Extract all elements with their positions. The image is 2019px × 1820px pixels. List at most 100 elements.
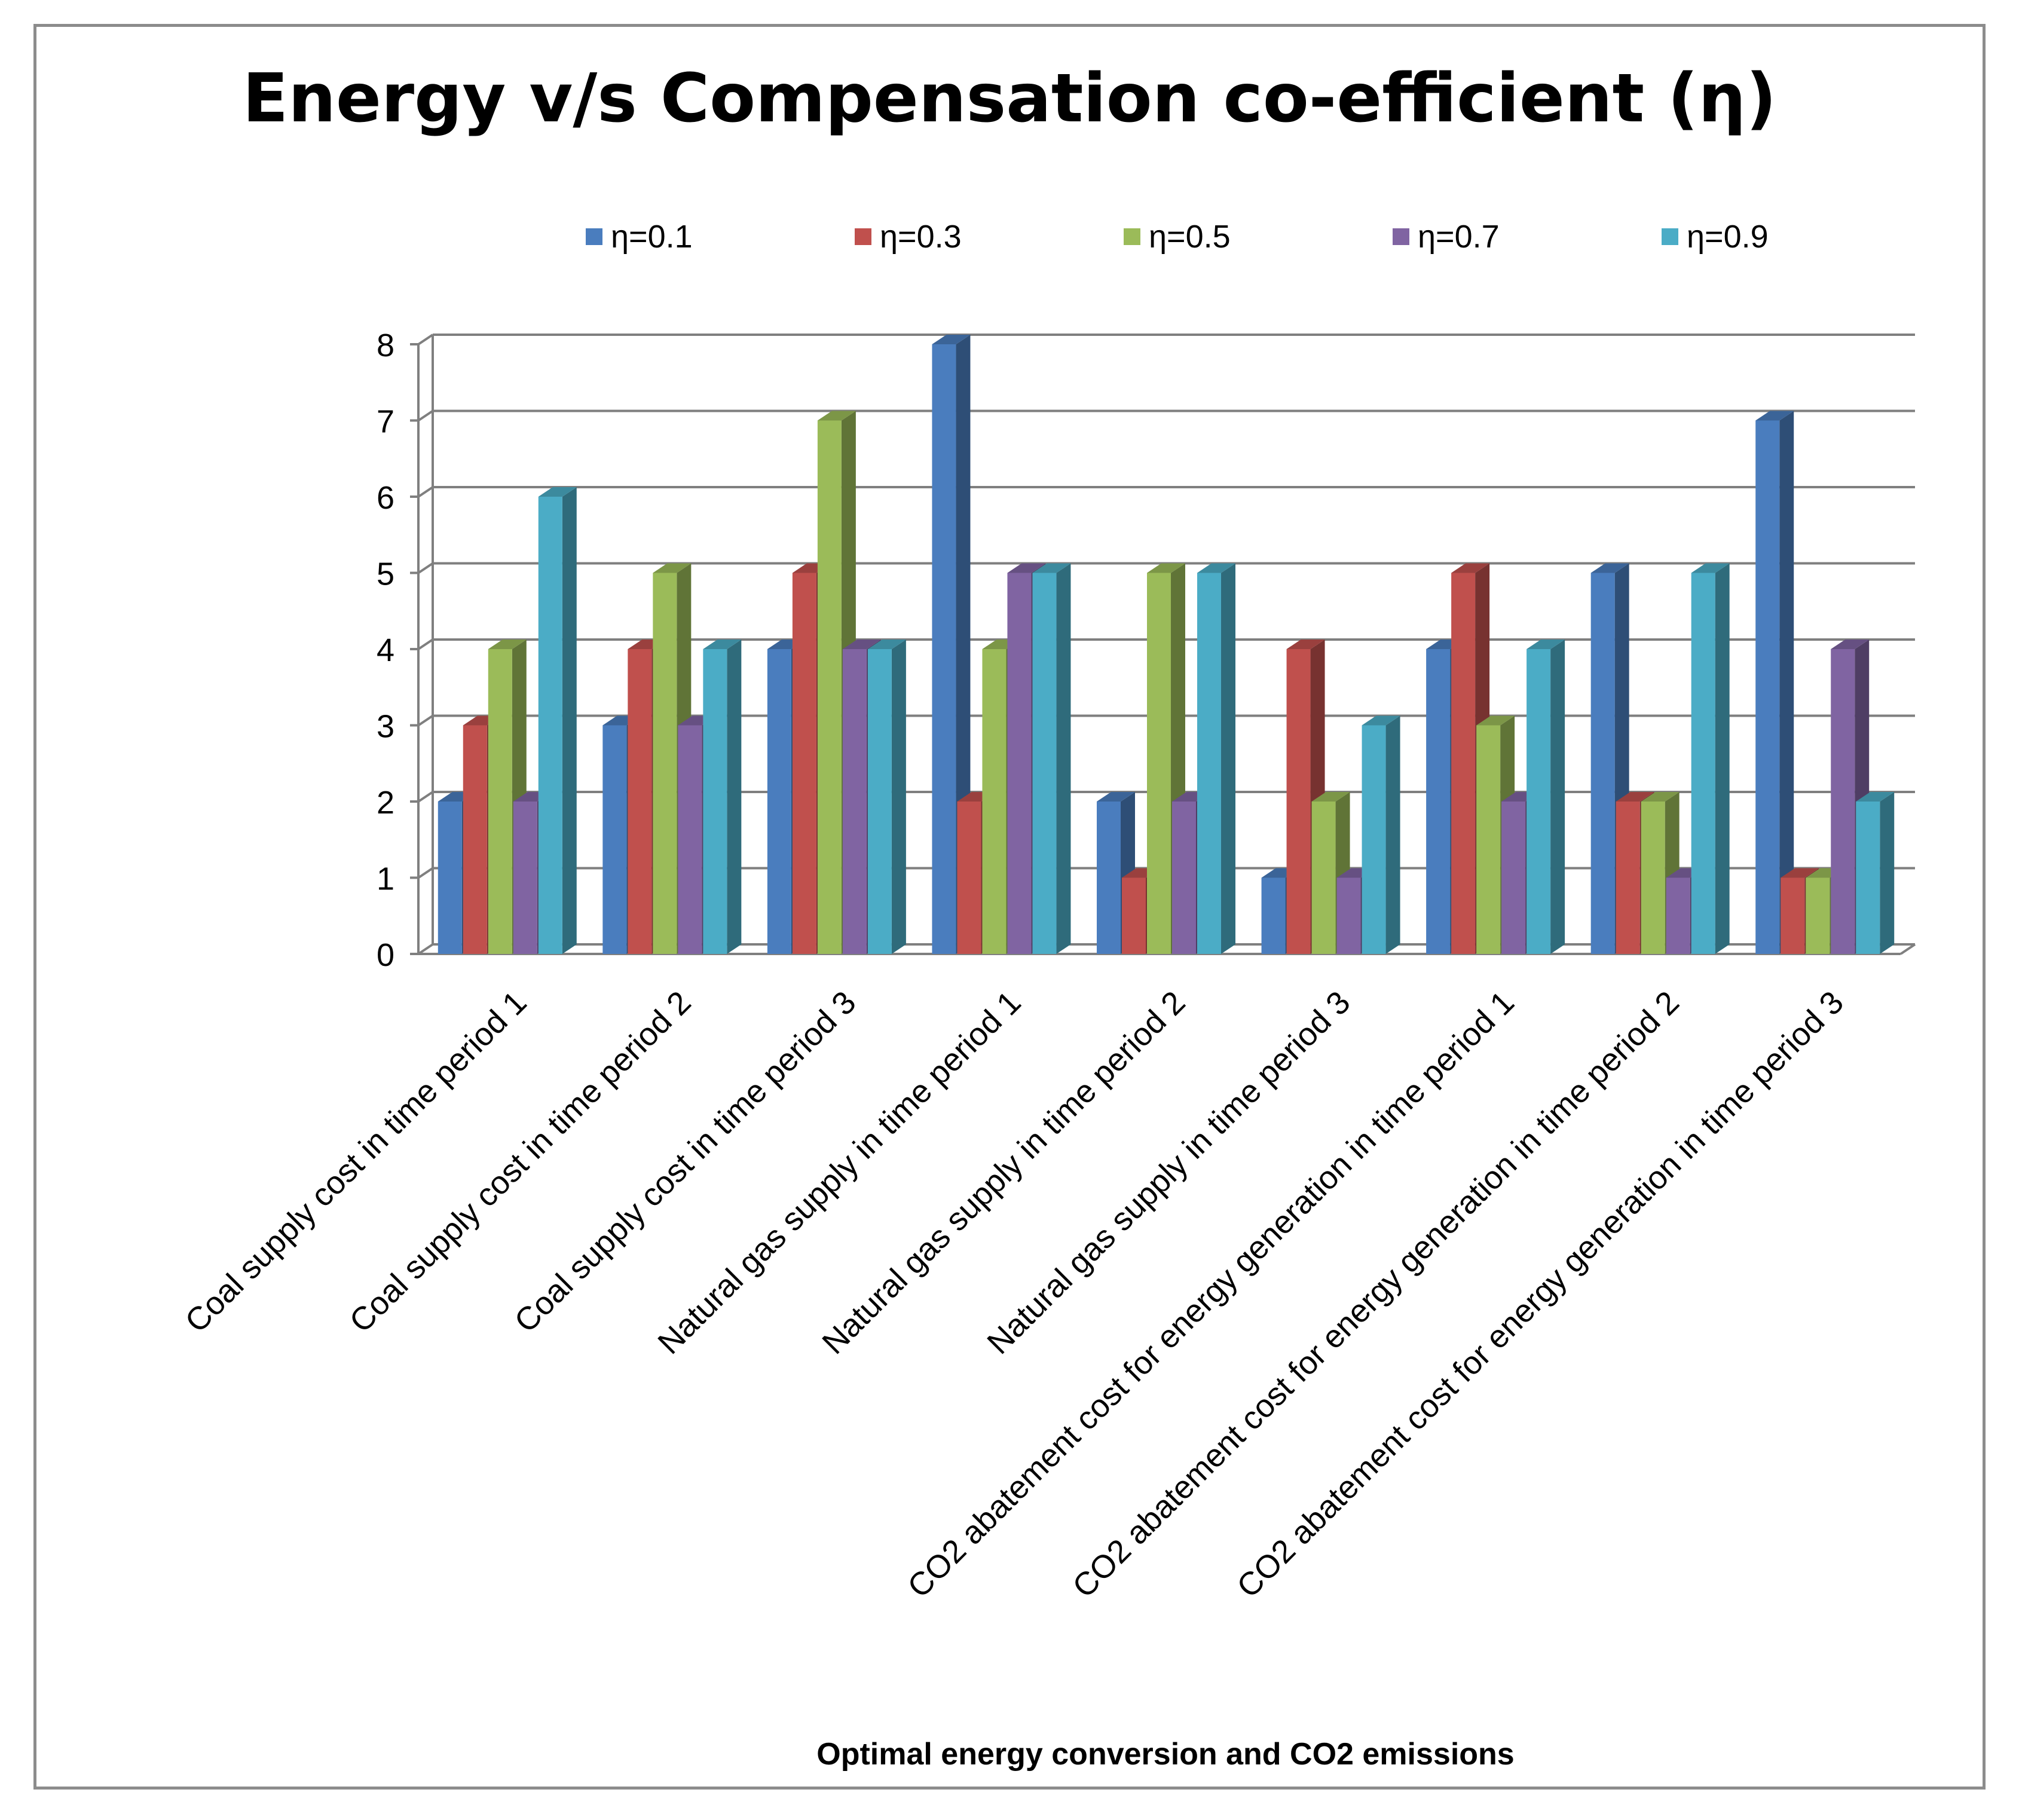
bar	[982, 649, 1007, 954]
y-tick-label: 1	[377, 861, 394, 897]
bar	[1616, 802, 1640, 954]
bar	[513, 802, 537, 954]
bar	[932, 344, 956, 954]
bar-top	[1691, 563, 1730, 573]
y-tick-label: 0	[377, 937, 394, 973]
gridline-depth	[417, 714, 434, 727]
bar	[1806, 877, 1830, 954]
y-tick-label: 3	[377, 709, 394, 745]
bar	[678, 725, 702, 954]
gridline-depth	[417, 943, 434, 955]
y-tick-label: 4	[377, 632, 394, 668]
legend-item: η=0.3	[855, 218, 1124, 255]
bar-top	[703, 640, 742, 649]
bar	[957, 802, 981, 954]
bar	[1781, 877, 1805, 954]
bar-top	[1781, 868, 1819, 878]
x-axis-title: Optimal energy conversion and CO2 emissi…	[816, 1737, 1515, 1772]
y-tick-label: 7	[377, 404, 394, 440]
bar-top	[1311, 792, 1350, 802]
bar	[1590, 573, 1615, 954]
bar-top	[1007, 563, 1046, 573]
bar	[1122, 877, 1146, 954]
bar	[463, 725, 487, 954]
y-tick-label: 6	[377, 480, 394, 516]
bar-top	[867, 640, 906, 649]
legend-label: η=0.3	[880, 219, 962, 255]
gridline-depth	[417, 791, 434, 803]
bar-side	[1056, 563, 1071, 954]
legend-item: η=0.7	[1393, 218, 1662, 255]
bar	[1097, 802, 1121, 954]
chart-title: Energy v/s Compensation co-efficient (η)	[242, 60, 1777, 137]
bar	[792, 573, 816, 954]
bar	[1362, 725, 1386, 954]
legend-swatch	[1393, 228, 1409, 245]
y-tick-label: 8	[377, 328, 394, 363]
bar-side	[1779, 411, 1794, 954]
bar-top	[1831, 640, 1870, 649]
bar	[817, 420, 842, 954]
bar	[1336, 877, 1361, 954]
bar-top	[817, 411, 856, 421]
bar	[1286, 649, 1311, 954]
legend-swatch	[1124, 228, 1140, 245]
bar	[767, 649, 791, 954]
bar-top	[842, 640, 881, 649]
bar-side	[1221, 563, 1235, 954]
bar-side	[891, 640, 906, 954]
gridline-depth	[417, 867, 434, 879]
y-tick-label: 2	[377, 785, 394, 821]
legend-swatch	[1662, 228, 1678, 245]
legend-label: η=0.1	[611, 219, 693, 255]
legend-label: η=0.7	[1418, 219, 1500, 255]
legend-item: η=0.1	[586, 218, 855, 255]
bar-top	[1147, 563, 1185, 573]
bar-top	[488, 640, 527, 649]
bar	[1147, 573, 1171, 954]
bar	[1527, 649, 1551, 954]
bar-top	[1616, 792, 1654, 802]
bar-top	[1856, 792, 1895, 802]
bar	[1032, 573, 1057, 954]
gridline-depth	[417, 334, 434, 345]
y-tick-label: 5	[377, 556, 394, 592]
bar-top	[1755, 411, 1794, 421]
bar-side	[1550, 640, 1565, 954]
bar	[1311, 802, 1336, 954]
bar	[1755, 420, 1780, 954]
x-axis-depth	[1899, 943, 1916, 955]
bar-top	[1451, 563, 1490, 573]
legend-item: η=0.9	[1662, 218, 1931, 255]
bar	[703, 649, 727, 954]
bar-side	[727, 640, 742, 954]
bar	[1426, 649, 1451, 954]
bar	[488, 649, 512, 954]
bar-top	[1362, 715, 1400, 726]
bar-top	[1197, 563, 1235, 573]
bar-side	[1715, 563, 1730, 954]
legend-swatch	[586, 228, 602, 245]
bar	[1476, 725, 1501, 954]
bar	[1666, 877, 1690, 954]
bar	[602, 725, 627, 954]
bar	[1501, 802, 1526, 954]
bar-side	[1385, 715, 1400, 954]
gridline-depth	[417, 486, 434, 498]
bar-top	[1527, 640, 1565, 649]
bar	[842, 649, 867, 954]
bar	[1261, 877, 1286, 954]
bar-top	[1097, 792, 1135, 802]
bar-top	[1476, 715, 1515, 726]
bar	[1451, 573, 1476, 954]
bar	[628, 649, 652, 954]
bar	[1856, 802, 1880, 954]
bar-top	[1032, 563, 1071, 573]
bar-top	[932, 335, 971, 344]
gridline-depth	[417, 638, 434, 650]
bar-top	[1286, 640, 1325, 649]
bar	[1007, 573, 1032, 954]
bar-side	[562, 487, 577, 954]
legend-label: η=0.5	[1149, 219, 1231, 255]
